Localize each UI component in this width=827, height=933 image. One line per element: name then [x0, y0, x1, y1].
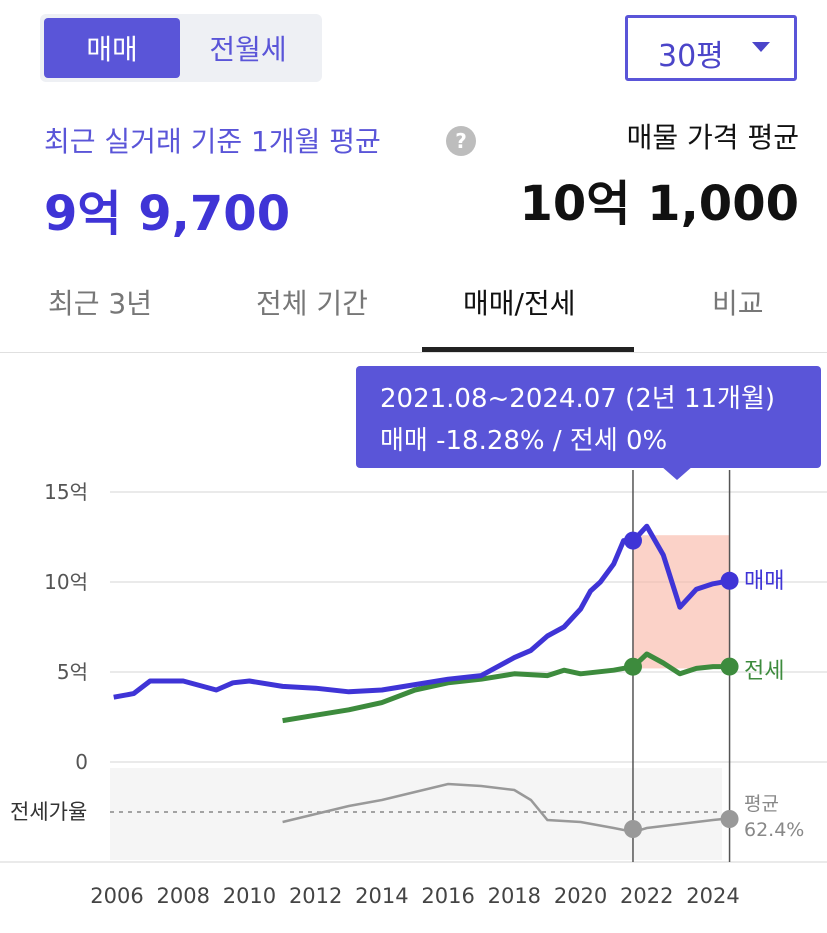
- recent-average-price: 9억 9,700: [44, 186, 291, 242]
- ratio-axis-label: 전세가율: [10, 800, 87, 824]
- ratio-end-marker: [720, 810, 739, 828]
- listing-average-label: 매물 가격 평균: [626, 121, 799, 154]
- lease-tab-button[interactable]: 전월세: [209, 33, 287, 66]
- tooltip-arrow: [661, 466, 693, 480]
- average-label: 평균: [744, 793, 779, 815]
- y-tick-label: 15억: [44, 480, 88, 504]
- sale-tab-button[interactable]: 매매: [44, 18, 180, 78]
- tab-compare[interactable]: 비교: [712, 287, 764, 320]
- x-tick-label: 2012: [289, 884, 342, 908]
- highlight-range: [632, 535, 730, 669]
- y-tick-label: 10억: [44, 570, 88, 594]
- sale-start-marker: [623, 531, 642, 550]
- ratio-start-marker: [623, 820, 642, 838]
- active-tab-indicator: [422, 347, 634, 352]
- sale-end-marker: [720, 571, 739, 590]
- tab-recent-3-years[interactable]: 최근 3년: [48, 287, 152, 320]
- x-tick-label: 2016: [421, 884, 474, 908]
- lease-start-marker: [623, 657, 642, 676]
- deal-type-toggle: 매매 전월세: [40, 14, 322, 82]
- lease-end-label: 전세: [744, 659, 784, 684]
- y-tick-label: 0: [75, 750, 88, 774]
- x-tick-label: 2018: [488, 884, 541, 908]
- x-tick-label: 2020: [554, 884, 607, 908]
- sale-series-line: [113, 523, 734, 700]
- lease-series-line: [282, 651, 733, 724]
- recent-average-label: 최근 실거래 기준 1개월 평균: [44, 125, 381, 158]
- average-value: 62.4%: [744, 819, 804, 841]
- tab-sale-lease[interactable]: 매매/전세: [463, 287, 576, 320]
- caret-down-icon: [752, 42, 770, 52]
- x-tick-label: 2022: [620, 884, 673, 908]
- ratio-series-line: [282, 782, 734, 834]
- listing-average-price: 10억 1,000: [519, 176, 800, 232]
- price-chart[interactable]: 15억 10억 5억 0 2006 2008 2010 2012 2014 2016 2018 20…: [0, 470, 827, 930]
- lease-end-marker: [720, 657, 739, 676]
- help-icon[interactable]: ?: [446, 126, 476, 156]
- x-tick-label: 2014: [355, 884, 408, 908]
- range-tooltip: 2021.08~2024.07 (2년 11개월) 매매 -18.28% / 전…: [356, 366, 821, 480]
- size-dropdown[interactable]: 30평: [625, 15, 797, 81]
- x-tick-label: 2024: [686, 884, 739, 908]
- ratio-panel-background: [110, 768, 722, 860]
- tab-divider: [0, 352, 827, 353]
- tooltip-period: 2021.08~2024.07 (2년 11개월): [380, 384, 776, 414]
- x-tick-label: 2006: [90, 884, 143, 908]
- x-tick-label: 2010: [223, 884, 276, 908]
- x-tick-label: 2008: [156, 884, 209, 908]
- size-dropdown-value: 30평: [658, 39, 724, 74]
- tooltip-change: 매매 -18.28% / 전세 0%: [380, 426, 668, 456]
- tab-full-period[interactable]: 전체 기간: [256, 287, 368, 320]
- y-tick-label: 5억: [57, 660, 88, 684]
- sale-end-label: 매매: [744, 569, 784, 594]
